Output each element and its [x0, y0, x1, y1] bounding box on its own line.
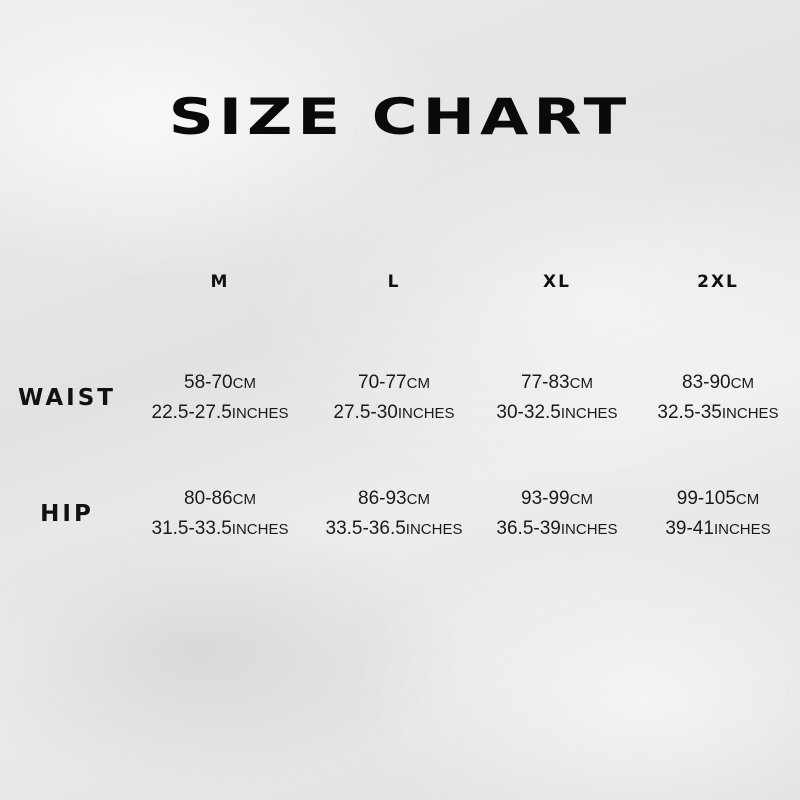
inches-value: 33.5-36.5INCHES	[325, 518, 463, 539]
inches-value: 36.5-39INCHES	[496, 518, 618, 539]
cm-value: 93-99CM	[521, 488, 593, 509]
cm-value: 86-93CM	[358, 488, 430, 509]
size-header-2xl: 2XL	[697, 272, 739, 292]
size-header-xl: XL	[543, 272, 571, 292]
page-title: SIZE CHART	[168, 88, 632, 146]
inches-value: 27.5-30INCHES	[333, 402, 455, 423]
size-cell: 77-83CM 30-32.5INCHES	[467, 368, 647, 428]
inches-value: 32.5-35INCHES	[657, 402, 779, 423]
size-cell: 80-86CM 31.5-33.5INCHES	[130, 484, 310, 544]
row-label-waist: WAIST	[18, 385, 116, 411]
cm-value: 99-105CM	[676, 488, 760, 509]
size-cell: 58-70CM 22.5-27.5INCHES	[130, 368, 310, 428]
size-cell: 86-93CM 33.5-36.5INCHES	[304, 484, 484, 544]
size-cell: 99-105CM 39-41INCHES	[628, 484, 800, 544]
size-header-l: L	[387, 272, 401, 292]
cm-value: 77-83CM	[521, 372, 593, 393]
cm-value: 83-90CM	[682, 372, 754, 393]
size-cell: 83-90CM 32.5-35INCHES	[628, 368, 800, 428]
size-cell: 70-77CM 27.5-30INCHES	[304, 368, 484, 428]
cm-value: 70-77CM	[358, 372, 430, 393]
inches-value: 30-32.5INCHES	[496, 402, 618, 423]
row-label-hip: HIP	[40, 501, 94, 527]
size-cell: 93-99CM 36.5-39INCHES	[467, 484, 647, 544]
inches-value: 39-41INCHES	[665, 518, 771, 539]
inches-value: 31.5-33.5INCHES	[151, 518, 289, 539]
cm-value: 58-70CM	[184, 372, 256, 393]
inches-value: 22.5-27.5INCHES	[151, 402, 289, 423]
cm-value: 80-86CM	[184, 488, 256, 509]
size-header-m: M	[210, 272, 230, 292]
